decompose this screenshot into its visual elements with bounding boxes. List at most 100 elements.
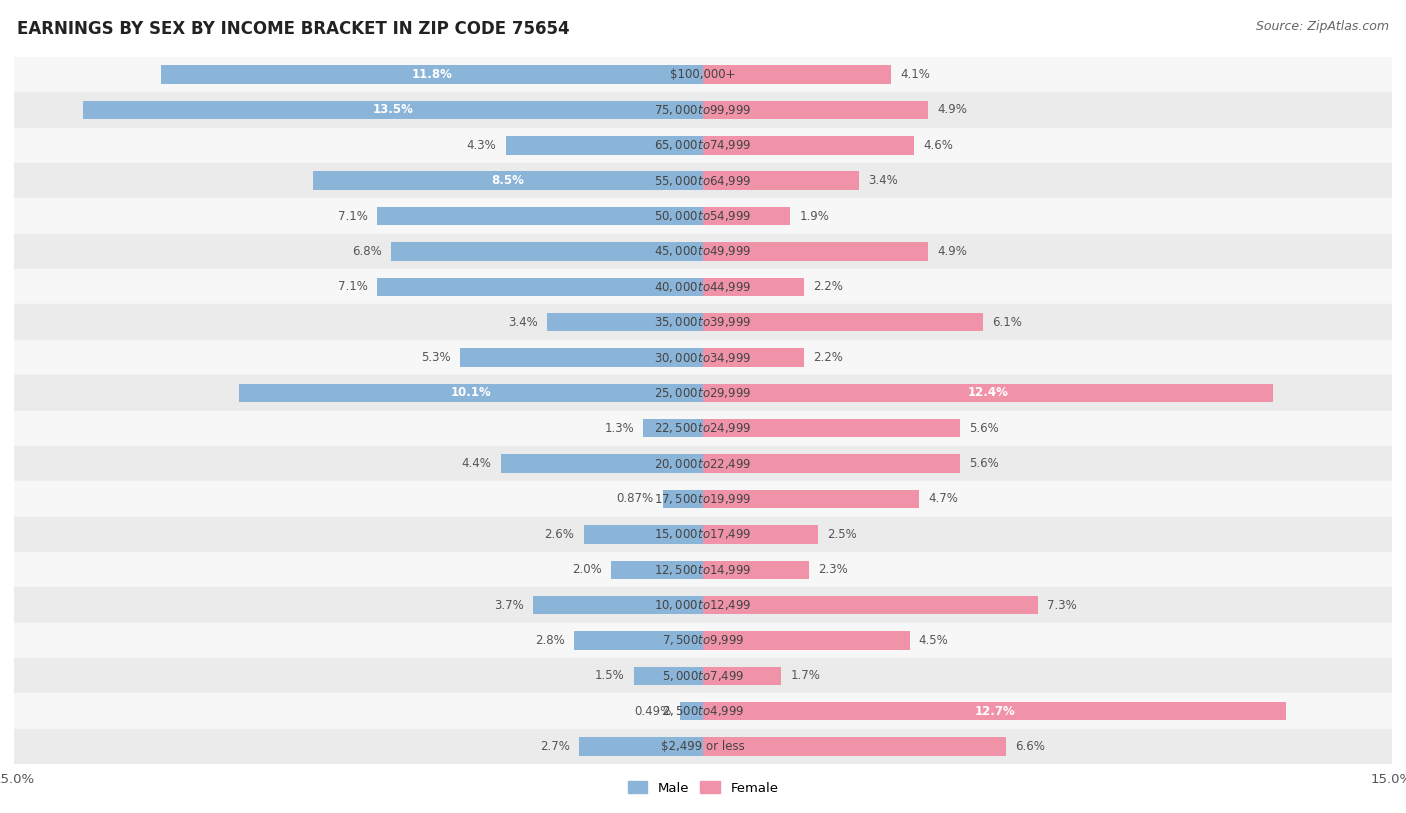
- Text: 2.5%: 2.5%: [827, 528, 856, 541]
- Bar: [703, 348, 804, 367]
- Text: Source: ZipAtlas.com: Source: ZipAtlas.com: [1256, 20, 1389, 33]
- Bar: [634, 667, 703, 685]
- Bar: [391, 242, 703, 261]
- Bar: [703, 560, 808, 579]
- Text: $55,000 to $64,999: $55,000 to $64,999: [654, 174, 752, 188]
- Text: 4.3%: 4.3%: [467, 139, 496, 152]
- Bar: [14, 446, 1392, 481]
- Bar: [703, 136, 914, 154]
- Text: 7.1%: 7.1%: [337, 210, 368, 223]
- Text: 1.3%: 1.3%: [605, 422, 634, 435]
- Bar: [533, 596, 703, 615]
- Bar: [703, 384, 1272, 402]
- Text: 4.9%: 4.9%: [938, 245, 967, 258]
- Text: 4.4%: 4.4%: [461, 457, 492, 470]
- Bar: [377, 207, 703, 225]
- Bar: [14, 587, 1392, 623]
- Text: $12,500 to $14,999: $12,500 to $14,999: [654, 563, 752, 576]
- Text: $25,000 to $29,999: $25,000 to $29,999: [654, 386, 752, 400]
- Bar: [14, 375, 1392, 411]
- Bar: [14, 304, 1392, 340]
- Text: 3.4%: 3.4%: [508, 315, 537, 328]
- Text: $17,500 to $19,999: $17,500 to $19,999: [654, 492, 752, 506]
- Bar: [703, 737, 1007, 756]
- Bar: [703, 277, 804, 296]
- Bar: [703, 454, 960, 473]
- Bar: [14, 552, 1392, 587]
- Text: $65,000 to $74,999: $65,000 to $74,999: [654, 138, 752, 152]
- Text: 0.49%: 0.49%: [634, 705, 671, 718]
- Text: 5.6%: 5.6%: [969, 457, 1000, 470]
- Text: 4.7%: 4.7%: [928, 493, 957, 506]
- Text: $20,000 to $22,499: $20,000 to $22,499: [654, 457, 752, 471]
- Text: EARNINGS BY SEX BY INCOME BRACKET IN ZIP CODE 75654: EARNINGS BY SEX BY INCOME BRACKET IN ZIP…: [17, 20, 569, 38]
- Text: $50,000 to $54,999: $50,000 to $54,999: [654, 209, 752, 223]
- Bar: [703, 313, 983, 332]
- Text: 2.2%: 2.2%: [813, 280, 844, 293]
- Bar: [703, 419, 960, 437]
- Bar: [377, 277, 703, 296]
- Bar: [703, 702, 1286, 720]
- Bar: [612, 560, 703, 579]
- Bar: [579, 737, 703, 756]
- Bar: [703, 525, 818, 544]
- Bar: [14, 92, 1392, 128]
- Bar: [14, 411, 1392, 446]
- Text: $15,000 to $17,499: $15,000 to $17,499: [654, 528, 752, 541]
- Text: 2.6%: 2.6%: [544, 528, 575, 541]
- Bar: [14, 233, 1392, 269]
- Bar: [703, 489, 920, 508]
- Text: 1.9%: 1.9%: [800, 210, 830, 223]
- Text: $10,000 to $12,499: $10,000 to $12,499: [654, 598, 752, 612]
- Text: 4.6%: 4.6%: [924, 139, 953, 152]
- Bar: [14, 623, 1392, 658]
- Bar: [14, 340, 1392, 375]
- Text: 12.4%: 12.4%: [967, 386, 1008, 399]
- Text: 5.6%: 5.6%: [969, 422, 1000, 435]
- Bar: [681, 702, 703, 720]
- Bar: [547, 313, 703, 332]
- Bar: [703, 172, 859, 190]
- Text: 8.5%: 8.5%: [491, 174, 524, 187]
- Text: 7.3%: 7.3%: [1047, 598, 1077, 611]
- Text: $45,000 to $49,999: $45,000 to $49,999: [654, 245, 752, 259]
- Bar: [14, 198, 1392, 233]
- Text: 12.7%: 12.7%: [974, 705, 1015, 718]
- Bar: [14, 128, 1392, 163]
- Bar: [14, 729, 1392, 764]
- Text: 4.9%: 4.9%: [938, 103, 967, 116]
- Text: $2,500 to $4,999: $2,500 to $4,999: [662, 704, 744, 718]
- Text: $5,000 to $7,499: $5,000 to $7,499: [662, 669, 744, 683]
- Bar: [664, 489, 703, 508]
- Text: $100,000+: $100,000+: [671, 68, 735, 81]
- Bar: [703, 631, 910, 650]
- Bar: [14, 659, 1392, 693]
- Text: $35,000 to $39,999: $35,000 to $39,999: [654, 315, 752, 329]
- Bar: [703, 596, 1038, 615]
- Bar: [162, 65, 703, 84]
- Bar: [703, 242, 928, 261]
- Text: $75,000 to $99,999: $75,000 to $99,999: [654, 103, 752, 117]
- Text: 13.5%: 13.5%: [373, 103, 413, 116]
- Text: $40,000 to $44,999: $40,000 to $44,999: [654, 280, 752, 293]
- Text: 11.8%: 11.8%: [412, 68, 453, 81]
- Bar: [83, 101, 703, 120]
- Legend: Male, Female: Male, Female: [623, 776, 783, 800]
- Text: $30,000 to $34,999: $30,000 to $34,999: [654, 350, 752, 364]
- Bar: [14, 57, 1392, 92]
- Text: 4.1%: 4.1%: [900, 68, 931, 81]
- Bar: [14, 693, 1392, 729]
- Bar: [239, 384, 703, 402]
- Text: 6.1%: 6.1%: [993, 315, 1022, 328]
- Text: 2.0%: 2.0%: [572, 563, 602, 576]
- Text: 2.8%: 2.8%: [536, 634, 565, 647]
- Bar: [703, 101, 928, 120]
- Text: 5.3%: 5.3%: [420, 351, 450, 364]
- Text: $7,500 to $9,999: $7,500 to $9,999: [662, 633, 744, 647]
- Bar: [703, 667, 782, 685]
- Text: 0.87%: 0.87%: [617, 493, 654, 506]
- Bar: [583, 525, 703, 544]
- Text: 2.2%: 2.2%: [813, 351, 844, 364]
- Text: 6.6%: 6.6%: [1015, 740, 1045, 753]
- Bar: [506, 136, 703, 154]
